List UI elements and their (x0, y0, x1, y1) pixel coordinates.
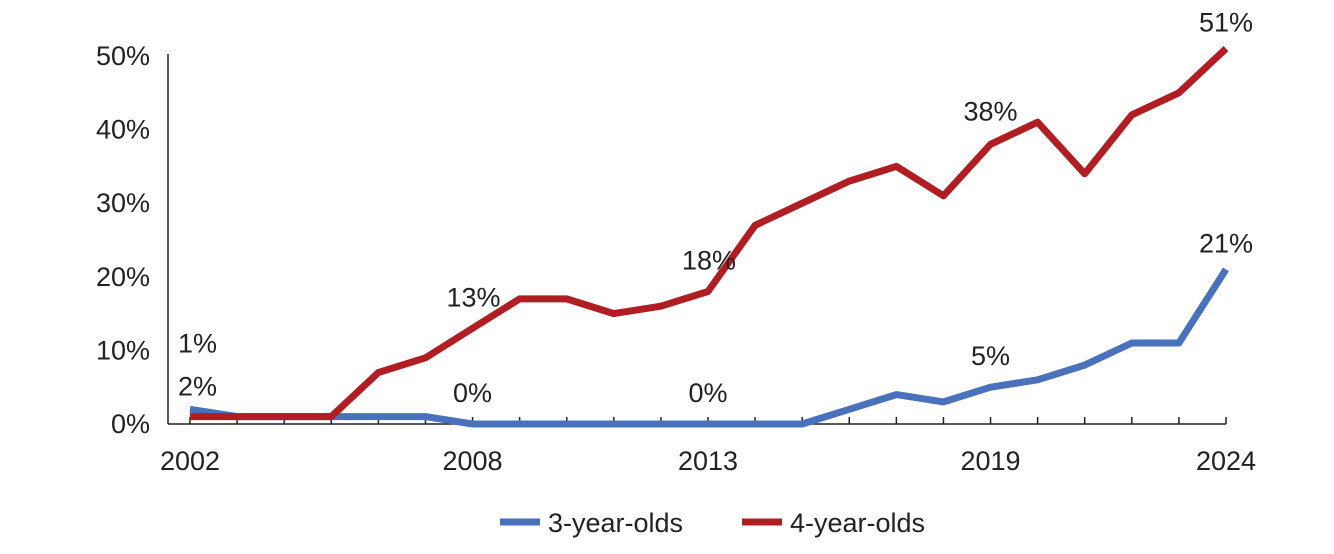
legend-item: 4-year-olds (742, 508, 925, 538)
x-tick-label: 2019 (961, 446, 1021, 476)
legend: 3-year-olds 4-year-olds (500, 508, 925, 538)
series-line-3-year-olds (189, 267, 1229, 428)
data-label: 5% (971, 341, 1010, 371)
data-label: 38% (964, 96, 1018, 126)
y-axis-ticks: 0% 10% 20% 30% 40% 50% (96, 41, 150, 439)
y-tick-label: 20% (96, 262, 150, 292)
data-label: 1% (178, 329, 217, 359)
data-labels: 1% 2% 13% 0% 18% 0% 38% 5% 51% 21% (178, 8, 1253, 408)
series-line-4-year-olds (190, 46, 1229, 421)
data-label: 21% (1199, 228, 1253, 258)
data-label: 18% (682, 246, 736, 276)
data-label: 2% (178, 371, 217, 401)
legend-label: 4-year-olds (790, 508, 925, 538)
x-tick-label: 2024 (1196, 446, 1256, 476)
x-tick-label: 2008 (443, 446, 503, 476)
data-label: 13% (446, 282, 500, 312)
series-lines (189, 46, 1229, 428)
data-label: 0% (688, 378, 727, 408)
data-label: 0% (453, 378, 492, 408)
legend-item: 3-year-olds (500, 508, 683, 538)
x-tick-label: 2013 (678, 446, 738, 476)
y-tick-label: 30% (96, 188, 150, 218)
legend-label: 3-year-olds (548, 508, 683, 538)
x-tick-label: 2002 (160, 446, 220, 476)
y-tick-label: 10% (96, 335, 150, 365)
x-axis-ticks: 2002 2008 2013 2019 2024 (160, 417, 1256, 476)
y-tick-label: 40% (96, 115, 150, 145)
y-tick-label: 50% (96, 41, 150, 71)
data-label: 51% (1199, 8, 1253, 38)
y-tick-label: 0% (111, 409, 150, 439)
